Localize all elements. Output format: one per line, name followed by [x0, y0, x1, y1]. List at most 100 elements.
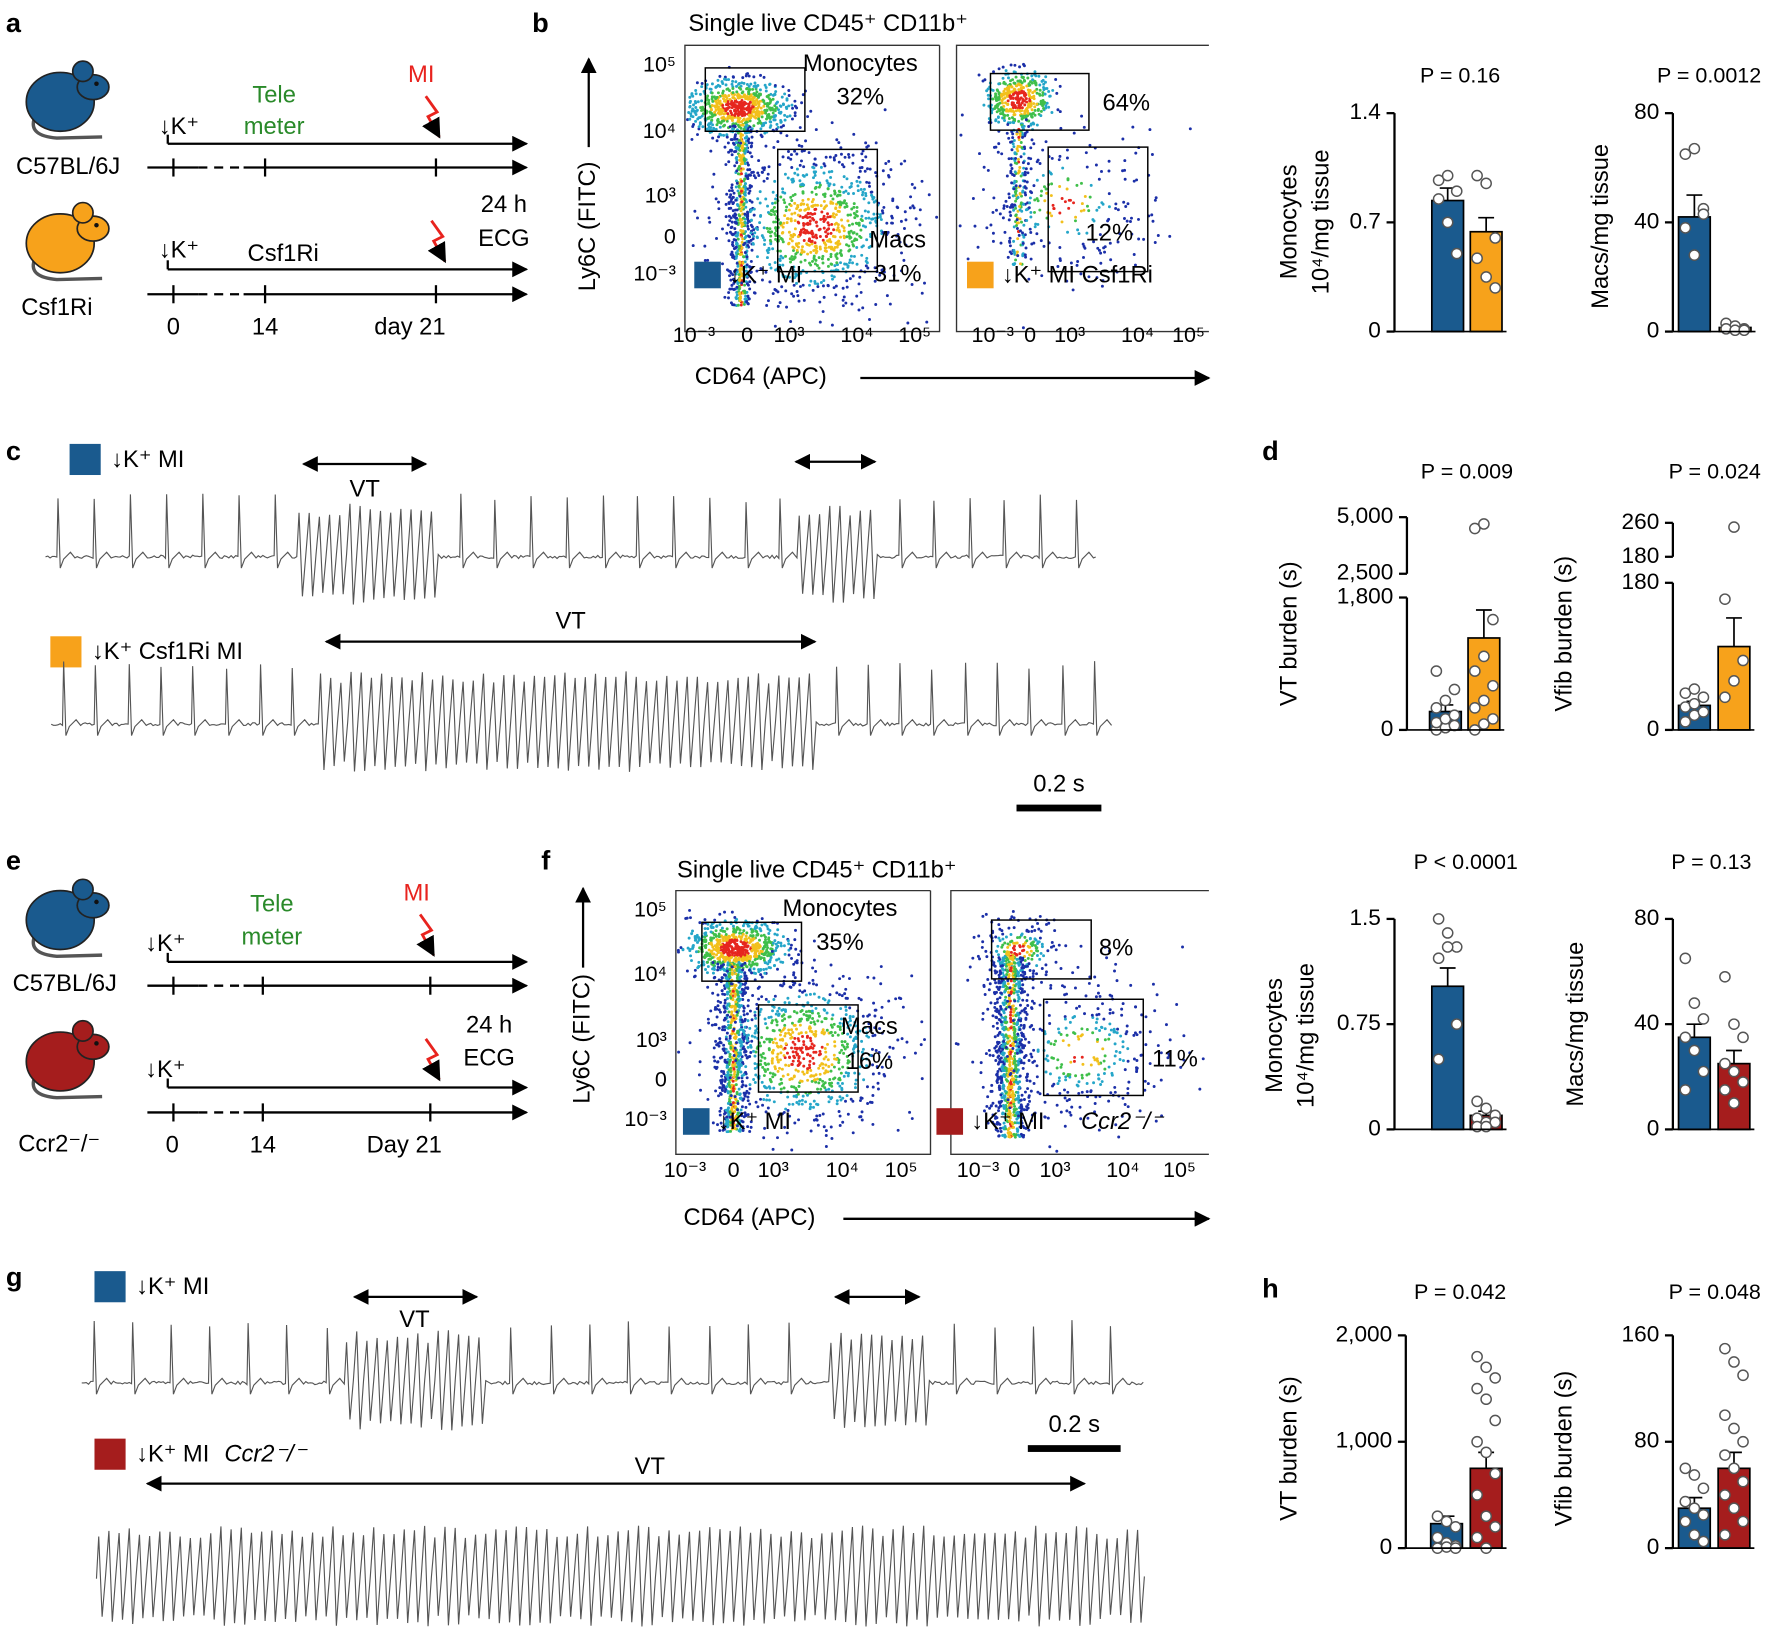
event-dot [1019, 174, 1023, 178]
event-dot [1027, 91, 1031, 95]
event-dot [726, 141, 730, 145]
label: 24 h [481, 191, 527, 218]
event-dot [1013, 113, 1017, 117]
event-dot [1016, 79, 1020, 83]
event-dot [1014, 184, 1018, 188]
event-dot [718, 1056, 722, 1060]
event-dot [1041, 173, 1045, 177]
event-dot [793, 1121, 797, 1125]
event-dot [729, 1021, 733, 1025]
event-dot [746, 224, 750, 228]
event-dot [844, 987, 848, 991]
legend-label: ↓K⁺ MI Csf1Ri [1002, 261, 1153, 288]
event-dot [756, 100, 760, 104]
event-dot [749, 231, 753, 235]
event-dot [1011, 96, 1015, 100]
event-dot [777, 108, 780, 112]
event-dot [749, 270, 753, 274]
event-dot [825, 235, 828, 239]
event-dot [814, 1030, 818, 1033]
event-dot [851, 261, 855, 265]
event-dot [836, 242, 840, 246]
event-dot [784, 254, 788, 258]
event-dot [1019, 114, 1023, 118]
gate-label: 12% [1086, 220, 1134, 247]
event-dot [1002, 113, 1006, 117]
event-dot [1065, 148, 1069, 152]
event-dot [737, 184, 741, 188]
event-dot [746, 214, 750, 218]
event-dot [773, 231, 777, 235]
event-dot [826, 264, 830, 268]
event-dot [1032, 122, 1036, 126]
event-dot [815, 236, 819, 240]
event-dot [789, 157, 793, 161]
event-dot [848, 1006, 852, 1010]
event-dot [716, 101, 720, 105]
label: Tele [250, 891, 294, 918]
event-dot [730, 1004, 734, 1008]
event-dot [794, 928, 797, 932]
event-dot [808, 1063, 811, 1067]
event-dot [801, 1094, 805, 1098]
event-dot [725, 135, 729, 139]
event-dot [723, 1001, 727, 1005]
event-dot [717, 935, 721, 939]
event-dot [830, 1025, 834, 1029]
event-dot [751, 98, 755, 102]
event-dot [710, 922, 714, 926]
event-dot [738, 969, 742, 973]
event-dot [765, 1093, 769, 1097]
event-dot [736, 204, 740, 207]
event-dot [783, 975, 787, 979]
event-dot [829, 252, 833, 256]
event-dot [874, 141, 878, 145]
event-dot [745, 300, 749, 304]
event-dot [800, 159, 803, 163]
event-dot [848, 185, 852, 189]
event-dot [802, 1043, 806, 1047]
event-dot [772, 108, 776, 112]
event-dot [809, 279, 813, 283]
event-dot [883, 1074, 887, 1078]
event-dot [832, 228, 836, 232]
event-dot [790, 1148, 794, 1152]
event-dot [1074, 215, 1078, 219]
event-dot [774, 949, 778, 952]
event-dot [754, 112, 758, 116]
event-dot [741, 161, 745, 165]
event-dot [691, 125, 695, 128]
event-dot [758, 221, 762, 225]
event-dot [734, 1098, 738, 1102]
event-dot [734, 955, 738, 959]
event-dot [737, 138, 741, 142]
event-dot [742, 1006, 746, 1010]
event-dot [822, 1125, 826, 1129]
event-dot [1012, 239, 1016, 243]
event-dot [862, 197, 866, 201]
event-dot [800, 1079, 804, 1083]
event-dot [726, 1020, 730, 1024]
event-dot [855, 214, 859, 218]
event-dot [733, 965, 737, 969]
event-dot [772, 205, 776, 209]
event-dot [698, 121, 702, 125]
event-dot [997, 120, 1001, 124]
event-dot [914, 217, 918, 221]
event-dot [1007, 84, 1011, 88]
event-dot [1029, 146, 1033, 150]
event-dot [743, 961, 747, 965]
event-dot [796, 213, 800, 217]
event-dot [825, 1028, 829, 1032]
event-dot [744, 1053, 748, 1057]
event-dot [731, 91, 735, 95]
event-dot [766, 172, 770, 176]
label: ↓K⁺ [145, 930, 185, 957]
event-dot [703, 956, 707, 960]
event-dot [744, 74, 748, 78]
event-dot [773, 83, 777, 87]
event-dot [826, 212, 829, 216]
event-dot [731, 1079, 735, 1083]
event-dot [769, 1015, 773, 1019]
event-dot [727, 78, 731, 82]
